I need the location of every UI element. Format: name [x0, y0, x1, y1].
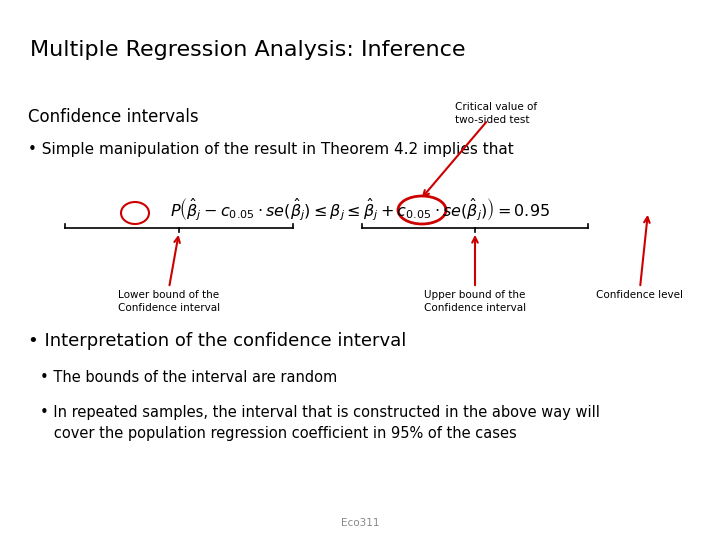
Text: Eco311: Eco311	[341, 518, 379, 528]
Text: Critical value of
two-sided test: Critical value of two-sided test	[455, 102, 537, 125]
Text: • In repeated samples, the interval that is constructed in the above way will
  : • In repeated samples, the interval that…	[40, 405, 600, 441]
Text: • Simple manipulation of the result in Theorem 4.2 implies that: • Simple manipulation of the result in T…	[28, 142, 514, 157]
Text: • The bounds of the interval are random: • The bounds of the interval are random	[40, 370, 337, 385]
Text: Confidence level: Confidence level	[596, 290, 683, 300]
Text: Multiple Regression Analysis: Inference: Multiple Regression Analysis: Inference	[30, 40, 466, 60]
Text: • Interpretation of the confidence interval: • Interpretation of the confidence inter…	[28, 332, 406, 350]
Text: Upper bound of the
Confidence interval: Upper bound of the Confidence interval	[424, 290, 526, 313]
Text: Lower bound of the
Confidence interval: Lower bound of the Confidence interval	[118, 290, 220, 313]
Text: Confidence intervals: Confidence intervals	[28, 108, 199, 126]
Text: $P\left(\hat{\beta}_j - c_{0.05} \cdot se(\hat{\beta}_j)\leq \beta_j \leq \hat{\: $P\left(\hat{\beta}_j - c_{0.05} \cdot s…	[170, 197, 550, 224]
